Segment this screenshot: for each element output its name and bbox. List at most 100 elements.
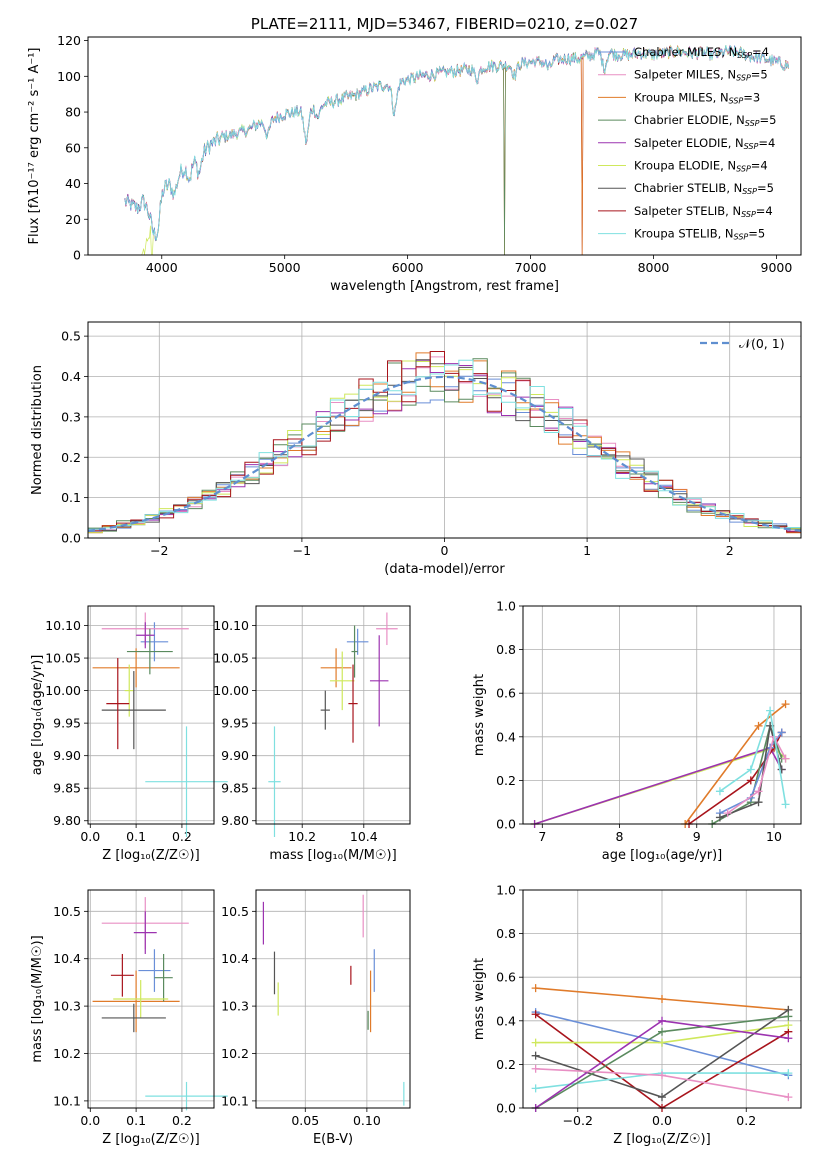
y-axis-label: Flux [fλ10⁻¹⁷ erg cm⁻² s⁻¹ A⁻¹] [27, 48, 42, 245]
weight-marker [754, 721, 763, 730]
chart-title: PLATE=2111, MJD=53467, FIBERID=0210, z=0… [251, 15, 638, 33]
y-tick-label: 0.0 [61, 531, 81, 546]
y-tick-label: 9.90 [221, 748, 249, 763]
legend-label: Kroupa MILES, NSSP=3 [634, 90, 760, 105]
weight-marker [715, 813, 724, 822]
y-tick-label: 10.3 [53, 999, 81, 1014]
weight-marker [781, 754, 790, 763]
axes-frame [87, 321, 802, 539]
x-tick-label: 0.1 [126, 829, 146, 844]
y-tick-label: 9.85 [53, 781, 81, 796]
y-tick-label: 0.1 [61, 490, 81, 505]
y-tick-label: 10.3 [221, 999, 249, 1014]
weight-marker [777, 728, 786, 737]
weight-marker [658, 1016, 666, 1025]
weight-marker [746, 776, 755, 785]
errorbar-point-salpeter_stelib [106, 658, 130, 750]
plot-area [268, 612, 398, 838]
weight-series-kroupa_elodie [531, 1021, 793, 1047]
y-tick-label: 1.0 [496, 883, 516, 898]
legend-label: Chabrier MILES, NSSP=4 [634, 45, 769, 60]
y-tick-label: 10.00 [213, 683, 249, 698]
x-tick-label: 0.10 [353, 1113, 381, 1128]
y-axis-label: age [log₁₀(age/yr)] [30, 655, 45, 776]
y-tick-label: 9.80 [53, 813, 81, 828]
x-tick-label: 0.1 [126, 1113, 146, 1128]
x-tick-label: 0.05 [291, 1113, 319, 1128]
y-tick-label: 1.0 [496, 599, 516, 614]
x-tick-label: 7000 [515, 260, 547, 275]
plot-area [262, 894, 405, 1106]
x-tick-label: 0.2 [172, 829, 192, 844]
y-tick-label: 10.5 [53, 904, 81, 919]
weight-series-salpeter_miles [723, 732, 790, 818]
plot-area [530, 700, 790, 828]
errorbar-point-salpeter_elodie [136, 622, 155, 649]
y-axis-label: mass weight [472, 958, 487, 1040]
x-tick-label: 7 [538, 829, 546, 844]
legend-label: Salpeter ELODIE, NSSP=4 [634, 136, 775, 151]
plot-area [124, 44, 790, 256]
errorbar-point-salpeter_stelib [348, 664, 358, 743]
y-tick-label: 0.4 [496, 1013, 516, 1028]
x-tick-label: 5000 [269, 260, 301, 275]
x-axis-label: Z [log₁₀(Z/Z☉)] [613, 1132, 710, 1147]
y-tick-label: 0.6 [496, 970, 516, 985]
y-tick-label: 20 [65, 212, 81, 227]
y-tick-label: 40 [65, 176, 81, 191]
panel-residuals: −2 −1 0 1 2 0.0 0.1 0.2 0.3 0.4 0.5 (data-model)/er… [30, 321, 802, 577]
y-tick-label: 10.2 [53, 1046, 81, 1061]
y-axis-label: mass weight [472, 674, 487, 756]
x-tick-label: 10.2 [288, 829, 316, 844]
y-tick-label: 10.10 [45, 618, 81, 633]
legend: 𝒩(0, 1) [700, 336, 785, 351]
y-tick-label: 9.90 [53, 748, 81, 763]
y-tick-label: 100 [57, 69, 81, 84]
weight-marker [754, 798, 763, 807]
weight-marker [784, 1021, 793, 1030]
weight-marker [531, 1038, 540, 1047]
x-axis-label: Z [log₁₀(Z/Z☉)] [102, 1132, 199, 1147]
axes-frame [255, 605, 411, 825]
x-tick-label: 0.0 [80, 829, 100, 844]
y-tick-label: 10.05 [45, 651, 81, 666]
plot-area [531, 984, 793, 1112]
weight-series-salpeter_stelib [685, 728, 786, 828]
legend-label: Salpeter STELIB, NSSP=4 [634, 204, 773, 219]
y-tick-label: 120 [57, 33, 81, 48]
panel-weight_vs_age: 7 8 9 10 0.0 0.2 0.4 0.6 0.8 1.0 age [log₁₀(age/yr… [472, 599, 802, 863]
axes-frame [87, 605, 215, 825]
y-tick-label: 9.80 [221, 813, 249, 828]
weight-marker [658, 995, 666, 1003]
errorbar-point-kroupa_miles [92, 648, 180, 688]
legend-label: 𝒩(0, 1) [739, 336, 785, 351]
errorbar-point-salpeter_miles [376, 612, 398, 646]
y-tick-label: 9.95 [221, 716, 249, 731]
weight-marker [531, 984, 540, 993]
weight-series-kroupa_stelib [715, 706, 790, 809]
y-tick-label: 0.8 [496, 642, 516, 657]
errorbar-point-chabrier_elodie [351, 625, 358, 678]
errorbar-point-kroupa_elodie [124, 664, 134, 717]
weight-line [727, 734, 787, 814]
legend-label: Chabrier ELODIE, NSSP=5 [634, 113, 776, 128]
legend-label: Chabrier STELIB, NSSP=5 [634, 181, 774, 196]
panel-weight_vs_Z: −0.2 0.0 0.2 0.0 0.2 0.4 0.6 0.8 1.0 Z [log₁₀(Z/Z… [472, 883, 802, 1147]
panel-mass_vs_ebv: 0.05 0.10 10.1 10.2 10.3 10.4 10.5 E(B-V) [221, 889, 411, 1147]
x-tick-label: 4000 [146, 260, 178, 275]
errorbar-point-kroupa_stelib [145, 1081, 228, 1111]
histogram-salpeter_stelib [88, 351, 801, 533]
weight-marker [784, 1034, 793, 1043]
plot-area [92, 612, 228, 838]
x-tick-label: 6000 [392, 260, 424, 275]
x-tick-label: −1 [293, 543, 311, 558]
errorbar-point-chabrier_elodie [154, 953, 173, 1002]
y-tick-label: 0.4 [61, 369, 81, 384]
y-axis-label: mass [log₁₀(M/M☉)] [30, 935, 45, 1062]
x-tick-label: 1 [583, 543, 591, 558]
weight-marker [781, 700, 790, 709]
y-tick-label: 0.3 [61, 409, 81, 424]
errorbar-point-chabrier_elodie [126, 628, 173, 675]
x-tick-label: 9000 [761, 260, 793, 275]
y-tick-label: 0.4 [496, 729, 516, 744]
